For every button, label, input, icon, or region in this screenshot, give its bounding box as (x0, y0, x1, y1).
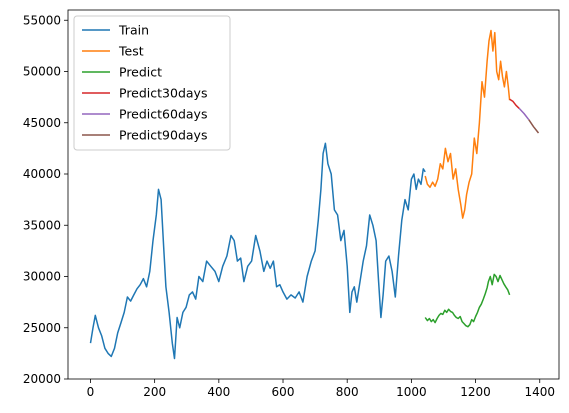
x-tick-label: 800 (336, 385, 359, 399)
legend-label: Predict60days (119, 107, 207, 122)
series-line-predict30days (509, 98, 520, 109)
y-tick-label: 40000 (23, 167, 61, 181)
series-layer (89, 29, 540, 360)
legend-label: Predict90days (119, 128, 207, 143)
y-tick-label: 50000 (23, 65, 61, 79)
y-tick-label: 30000 (23, 270, 61, 284)
series-line-test (424, 29, 511, 219)
legend: Train Test Predict Predict30days Predict60da… (73, 15, 231, 151)
x-tick-label: 400 (207, 385, 230, 399)
x-tick-label: 1000 (396, 385, 427, 399)
y-tick-label: 20000 (23, 372, 61, 386)
x-tick-label: 1200 (460, 385, 491, 399)
y-tick-label: 25000 (23, 321, 61, 335)
x-tick-label: 200 (143, 385, 166, 399)
legend-label: Test (118, 44, 144, 59)
y-axis: 20000 25000 30000 35000 40000 45000 50000 55000 (23, 13, 68, 386)
y-tick-label: 45000 (23, 116, 61, 130)
legend-label: Train (118, 23, 149, 38)
legend-box (73, 15, 231, 151)
x-tick-label: 1400 (524, 385, 555, 399)
x-tick-label: 0 (87, 385, 95, 399)
legend-label: Predict (119, 65, 162, 80)
x-tick-label: 600 (272, 385, 295, 399)
y-tick-label: 55000 (23, 13, 61, 27)
legend-label: Predict30days (119, 86, 207, 101)
series-line-predict60days (518, 107, 530, 121)
series-line-predict (424, 273, 511, 328)
y-tick-label: 35000 (23, 218, 61, 232)
plot-frame (67, 9, 560, 380)
series-line-predict90days (528, 119, 540, 134)
x-axis: 0 200 400 600 800 1000 1200 1400 (87, 379, 555, 399)
series-line-train (89, 142, 426, 360)
